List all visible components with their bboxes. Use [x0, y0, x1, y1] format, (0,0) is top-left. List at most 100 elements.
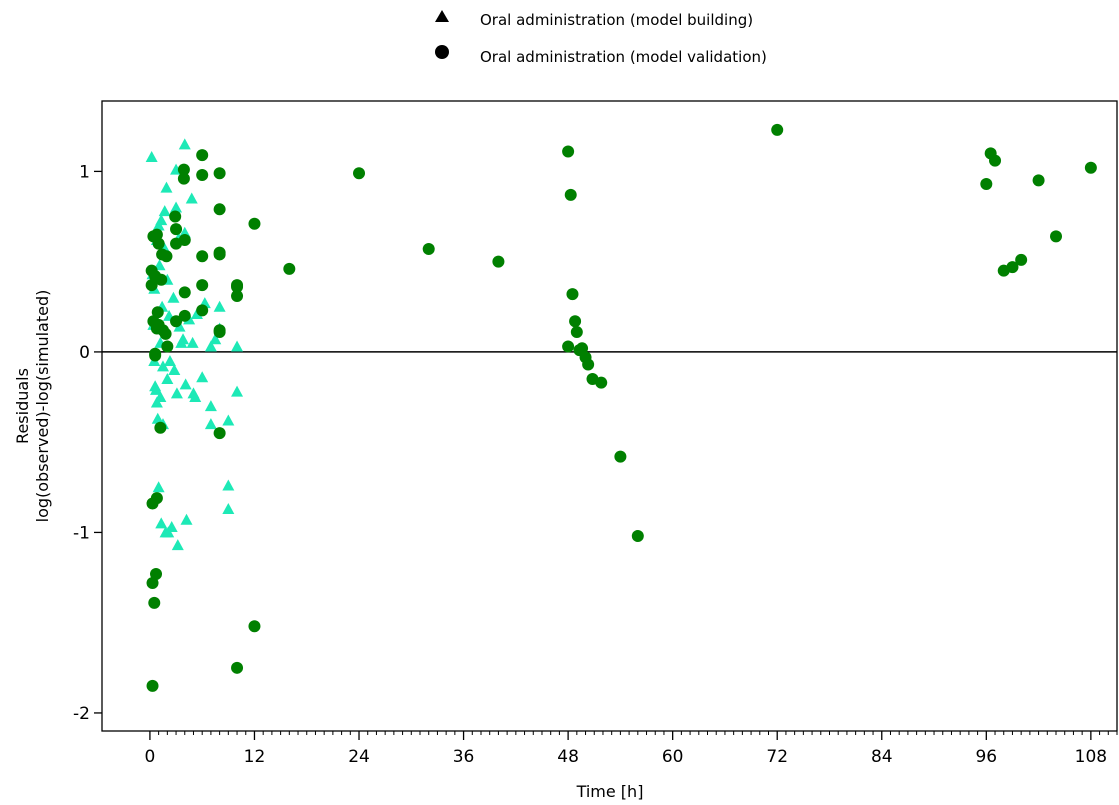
data-point-circle	[1084, 161, 1097, 174]
data-point-circle	[170, 315, 183, 328]
data-point-triangle	[168, 363, 181, 375]
data-point-triangle	[231, 340, 244, 352]
data-point-triangle	[170, 201, 183, 213]
data-point-circle	[196, 279, 209, 292]
data-point-circle	[631, 530, 644, 543]
x-tick-label: 24	[348, 747, 370, 767]
data-point-triangle	[186, 336, 199, 348]
data-point-circle	[564, 188, 577, 201]
data-point-triangle	[204, 418, 217, 430]
data-point-circle	[154, 421, 167, 434]
data-point-circle	[169, 210, 182, 223]
data-point-triangle	[155, 517, 168, 529]
legend-label-model-building: Oral administration (model building)	[480, 11, 753, 29]
y-tick-label: 0	[79, 343, 90, 363]
data-point-circle	[151, 306, 164, 319]
x-axis: 0 12 24 36 48 60 72 84 96 108	[145, 731, 1118, 767]
x-tick-label: 48	[557, 747, 579, 767]
y-tick-label: -2	[73, 704, 90, 724]
data-point-triangle	[158, 205, 171, 217]
y-tick-label: -1	[73, 523, 90, 543]
data-point-circle	[422, 243, 435, 256]
data-point-triangle	[204, 340, 217, 352]
data-point-circle	[248, 620, 261, 633]
data-point-triangle	[170, 387, 183, 399]
data-point-circle	[570, 326, 583, 339]
x-tick-label: 72	[766, 747, 788, 767]
data-point-circle	[213, 326, 226, 339]
data-point-circle	[1050, 230, 1063, 243]
legend-marker-triangle	[435, 10, 449, 22]
data-point-circle	[196, 149, 209, 162]
data-point-circle	[595, 376, 608, 389]
data-point-circle	[170, 223, 183, 236]
data-point-triangle	[178, 138, 191, 150]
data-point-circle	[231, 661, 244, 674]
data-point-circle	[150, 492, 163, 505]
y-axis-title-line-2: log(observed)-log(simulated)	[33, 290, 52, 523]
data-point-circle	[566, 288, 579, 301]
data-point-circle	[1032, 174, 1045, 187]
data-point-circle	[353, 167, 366, 180]
data-point-triangle	[204, 400, 217, 412]
data-point-circle	[576, 342, 589, 355]
x-tick-label: 96	[975, 747, 997, 767]
data-point-triangle	[231, 385, 244, 397]
data-point-circle	[248, 217, 261, 230]
legend-label-model-validation: Oral administration (model validation)	[480, 48, 767, 66]
data-point-circle	[196, 169, 209, 182]
data-point-triangle	[222, 502, 235, 514]
data-point-circle	[989, 154, 1002, 167]
data-point-circle	[213, 203, 226, 216]
data-point-triangle	[150, 383, 163, 395]
legend: Oral administration (model building) Ora…	[435, 10, 767, 66]
x-tick-label: 60	[662, 747, 684, 767]
data-point-triangle	[163, 354, 176, 366]
data-point-circle	[771, 123, 784, 136]
data-point-circle	[150, 228, 163, 241]
data-point-circle	[145, 279, 158, 292]
data-point-circle	[213, 248, 226, 261]
data-point-circle	[150, 567, 163, 580]
data-point-triangle	[177, 333, 190, 345]
data-point-triangle	[222, 479, 235, 491]
data-point-triangle	[180, 513, 193, 525]
data-point-circle	[614, 450, 627, 463]
x-tick-label: 12	[244, 747, 266, 767]
data-point-triangle	[179, 378, 192, 390]
data-point-circle	[155, 273, 168, 286]
data-point-circle	[1015, 253, 1028, 266]
plot-area-frame	[101, 100, 1118, 732]
data-point-circle	[149, 349, 162, 362]
data-point-triangle	[213, 300, 226, 312]
data-point-circle	[283, 262, 296, 275]
data-point-circle	[213, 167, 226, 180]
data-point-circle	[160, 250, 173, 263]
data-point-triangle	[161, 372, 174, 384]
data-point-circle	[177, 172, 190, 185]
data-point-circle	[1006, 261, 1019, 274]
data-point-circle	[492, 255, 505, 268]
data-point-circle	[582, 358, 595, 371]
data-point-triangle	[222, 414, 235, 426]
x-tick-label: 108	[1075, 747, 1107, 767]
y-axis-title-line-1: Residuals	[13, 368, 32, 444]
y-tick-label: 1	[79, 162, 90, 182]
data-point-circle	[562, 340, 575, 353]
data-point-circle	[196, 304, 209, 317]
data-point-circle	[161, 340, 174, 353]
data-point-circle	[562, 145, 575, 158]
data-point-circle	[152, 237, 165, 250]
data-point-circle	[980, 178, 993, 191]
x-tick-label: 84	[871, 747, 893, 767]
data-point-triangle	[209, 333, 222, 345]
data-point-circle	[146, 679, 159, 692]
data-point-triangle	[154, 391, 167, 403]
data-point-triangle	[171, 539, 184, 551]
data-point-circle	[146, 576, 159, 589]
data-point-triangle	[190, 308, 203, 320]
series-model-building	[145, 138, 244, 551]
data-point-circle	[196, 250, 209, 263]
x-axis-title: Time [h]	[576, 782, 644, 801]
